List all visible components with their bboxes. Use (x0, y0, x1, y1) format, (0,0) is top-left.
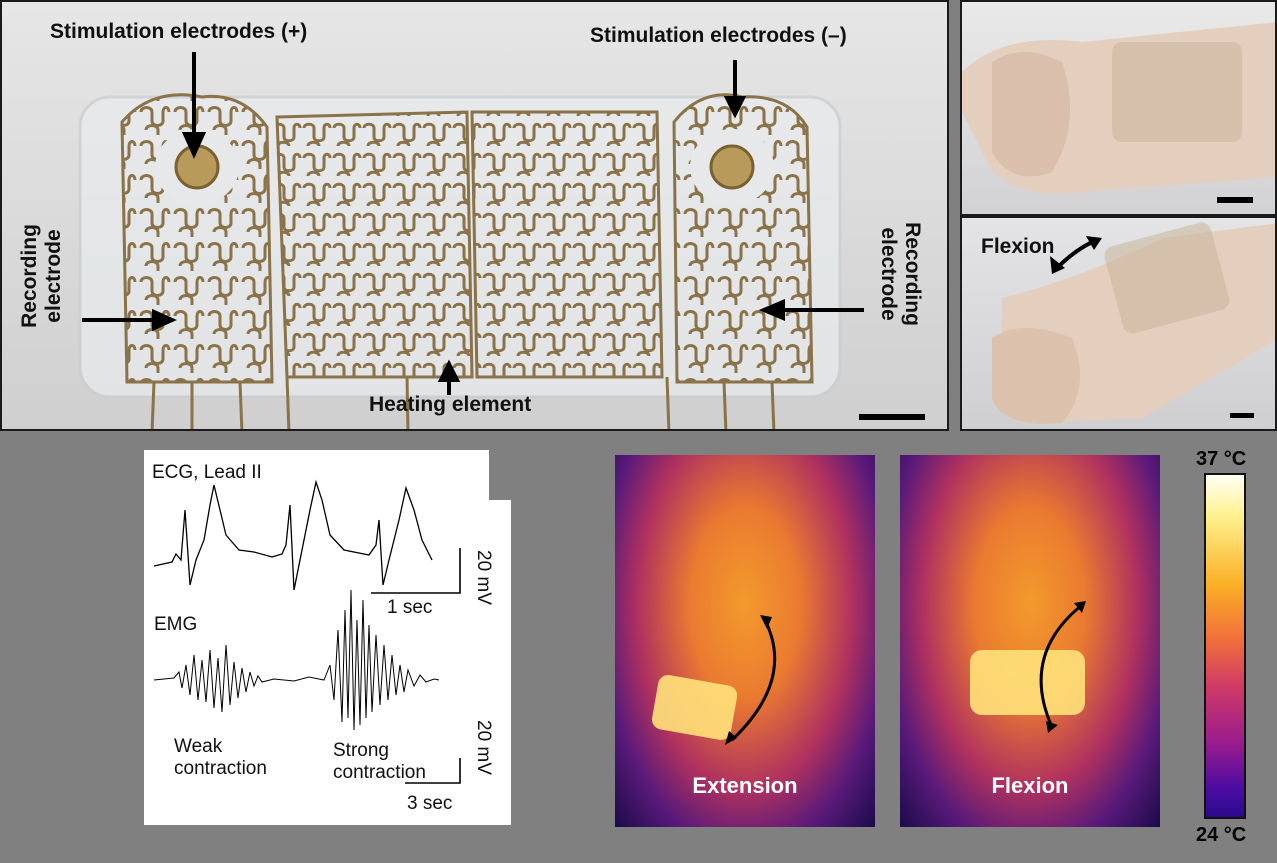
signal-traces (153, 479, 461, 784)
recording-label-right-line2: electrode (877, 227, 900, 321)
weak-line2: contraction (174, 758, 267, 779)
recording-label-left-line1: Recording (18, 224, 41, 328)
weak-contraction-label: Weak contraction (174, 736, 267, 780)
ecg-scale-x: 1 sec (387, 597, 433, 618)
ecg-title: ECG, Lead II (152, 462, 262, 483)
thermal-illustration-2 (970, 601, 1086, 733)
thermal-image-extension: Extension (615, 455, 875, 827)
emg-scale-bar (405, 758, 461, 784)
heating-label: Heating element (369, 393, 532, 416)
electrode-illustration (78, 52, 925, 429)
emg-scale-y: 20 mV (473, 720, 494, 775)
ecg-scale-bar (371, 548, 461, 594)
emg-title: EMG (154, 614, 198, 635)
ecg-trace (153, 479, 433, 591)
stim-minus-label: Stimulation electrodes (–) (590, 24, 847, 47)
recording-label-right-line1: Recording (901, 222, 924, 326)
flexion-thermal-label: Flexion (991, 773, 1069, 798)
recording-label-left-line2: electrode (42, 229, 65, 323)
weak-line1: Weak (174, 736, 223, 757)
wrist-photo-extension (960, 0, 1277, 216)
serpentine-module-3 (470, 110, 664, 379)
wrist-illustration-1 (962, 22, 1275, 203)
electrode-photo-panel: Stimulation electrodes (+) Stimulation e… (0, 0, 949, 431)
flexion-photo-label: Flexion (981, 235, 1055, 258)
temperature-colorbar (1204, 473, 1246, 819)
recording-label-left: Recording electrode (18, 216, 66, 336)
wrist-photo-flexion: Flexion (960, 216, 1277, 431)
serpentine-module-2 (275, 110, 474, 379)
scale-bar (859, 414, 925, 420)
scale-bar (1230, 413, 1254, 418)
strong-contraction-label: Strong contraction (333, 740, 426, 784)
ecg-scale-y: 20 mV (473, 550, 494, 605)
thermal-illustration-1 (651, 615, 777, 745)
stim-electrode-minus (709, 144, 755, 190)
signal-panel: ECG, Lead II 20 mV 1 sec EMG 20 mV 3 sec… (144, 450, 529, 825)
colorbar-max-label: 37 °C (1196, 448, 1247, 470)
strong-line1: Strong (333, 740, 389, 761)
scale-bar (1217, 197, 1253, 203)
recording-label-right: Recording electrode (876, 214, 924, 334)
thermal-image-flexion: Flexion (900, 455, 1160, 827)
strong-line2: contraction (333, 762, 426, 783)
stim-electrode-plus (174, 144, 220, 190)
extension-label: Extension (692, 773, 798, 798)
emg-trace (153, 589, 440, 731)
stim-plus-label: Stimulation electrodes (+) (50, 20, 308, 43)
colorbar-min-label: 24 °C (1196, 824, 1247, 846)
emg-scale-x: 3 sec (407, 793, 453, 814)
wrist-illustration-2 (992, 222, 1275, 424)
